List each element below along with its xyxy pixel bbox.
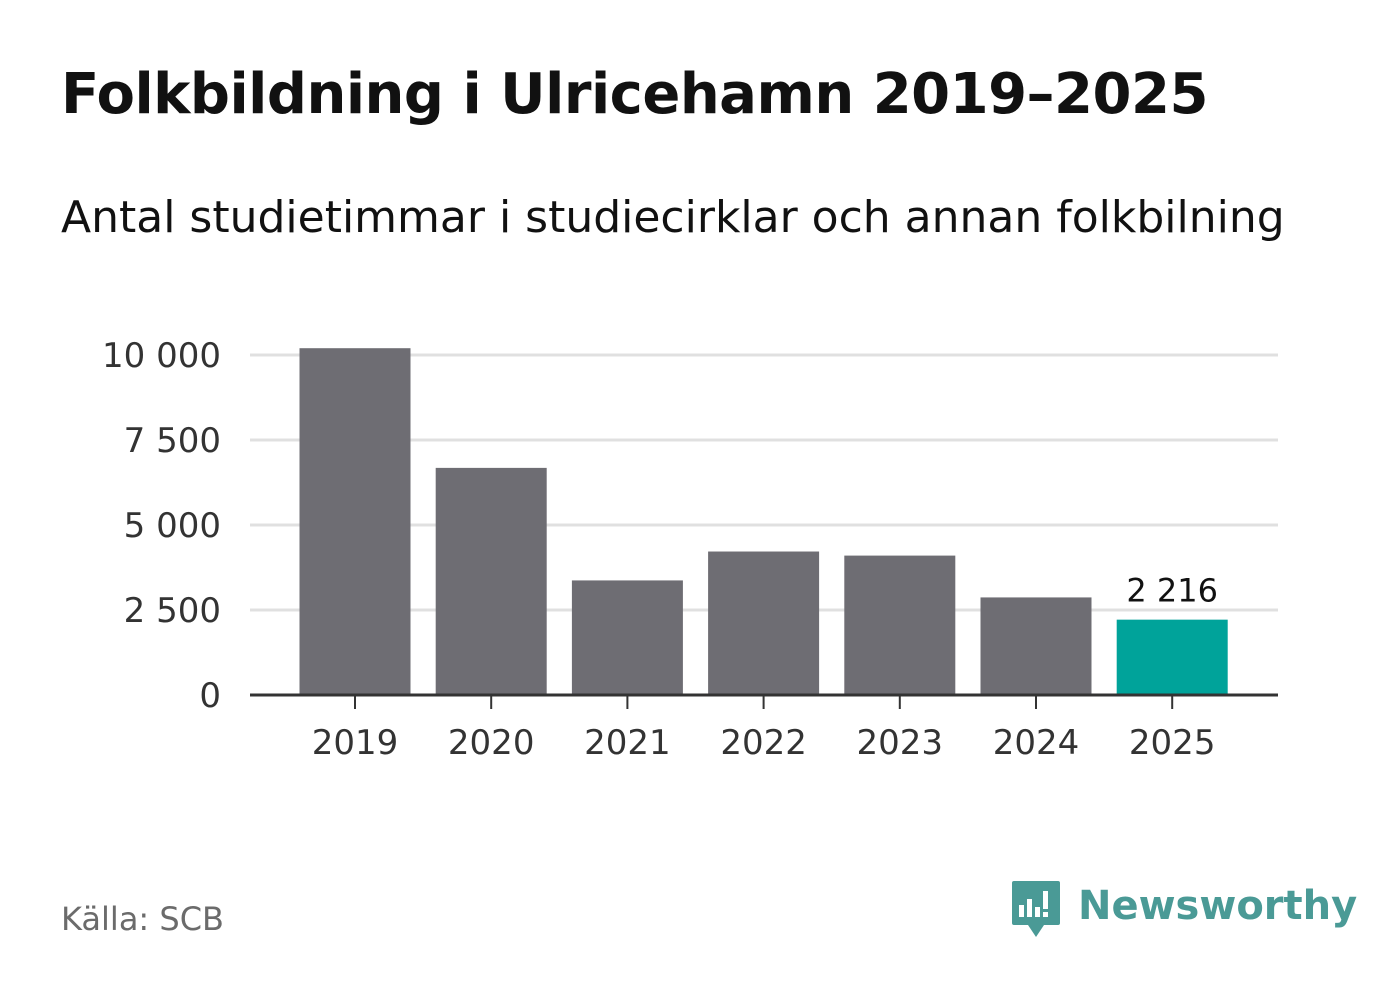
brand-name: Newsworthy [1078, 883, 1358, 929]
x-tick-label: 2022 [720, 723, 807, 763]
x-tick-label: 2021 [584, 723, 671, 763]
y-tick-label: 0 [199, 676, 221, 716]
bar [435, 467, 547, 695]
x-tick-label: 2024 [993, 723, 1080, 763]
bar-highlight [1116, 619, 1228, 695]
newsworthy-logo-icon [1012, 881, 1060, 937]
labels: 0 2 500 5 000 7 500 10 000 2019 2020 2021 2022 20… [102, 336, 1218, 763]
bar [708, 551, 820, 695]
chart-title: Folkbildning i Ulricehamn 2019–2025 [61, 62, 1208, 127]
y-tick-label: 10 000 [102, 336, 221, 376]
x-tick-label: 2019 [312, 723, 399, 763]
bar [299, 348, 411, 695]
x-tick-label: 2025 [1129, 723, 1216, 763]
x-tick-label: 2023 [857, 723, 944, 763]
brand: Newsworthy [1010, 878, 1357, 942]
bar-chart: 0 2 500 5 000 7 500 10 000 2019 2020 2021 2022 20… [102, 336, 1278, 763]
source-note: Källa: SCB [61, 900, 224, 938]
bar [980, 597, 1092, 695]
y-tick-label: 5 000 [124, 506, 221, 546]
axes [250, 693, 1278, 709]
y-tick-label: 2 500 [124, 591, 221, 631]
y-tick-label: 7 500 [124, 421, 221, 461]
bars [299, 348, 1228, 695]
data-label: 2 216 [1126, 572, 1218, 610]
chart-subtitle: Antal studietimmar i studiecirklar och a… [61, 192, 1285, 243]
x-tick-label: 2020 [448, 723, 535, 763]
bar [571, 580, 683, 695]
bar [844, 555, 956, 695]
